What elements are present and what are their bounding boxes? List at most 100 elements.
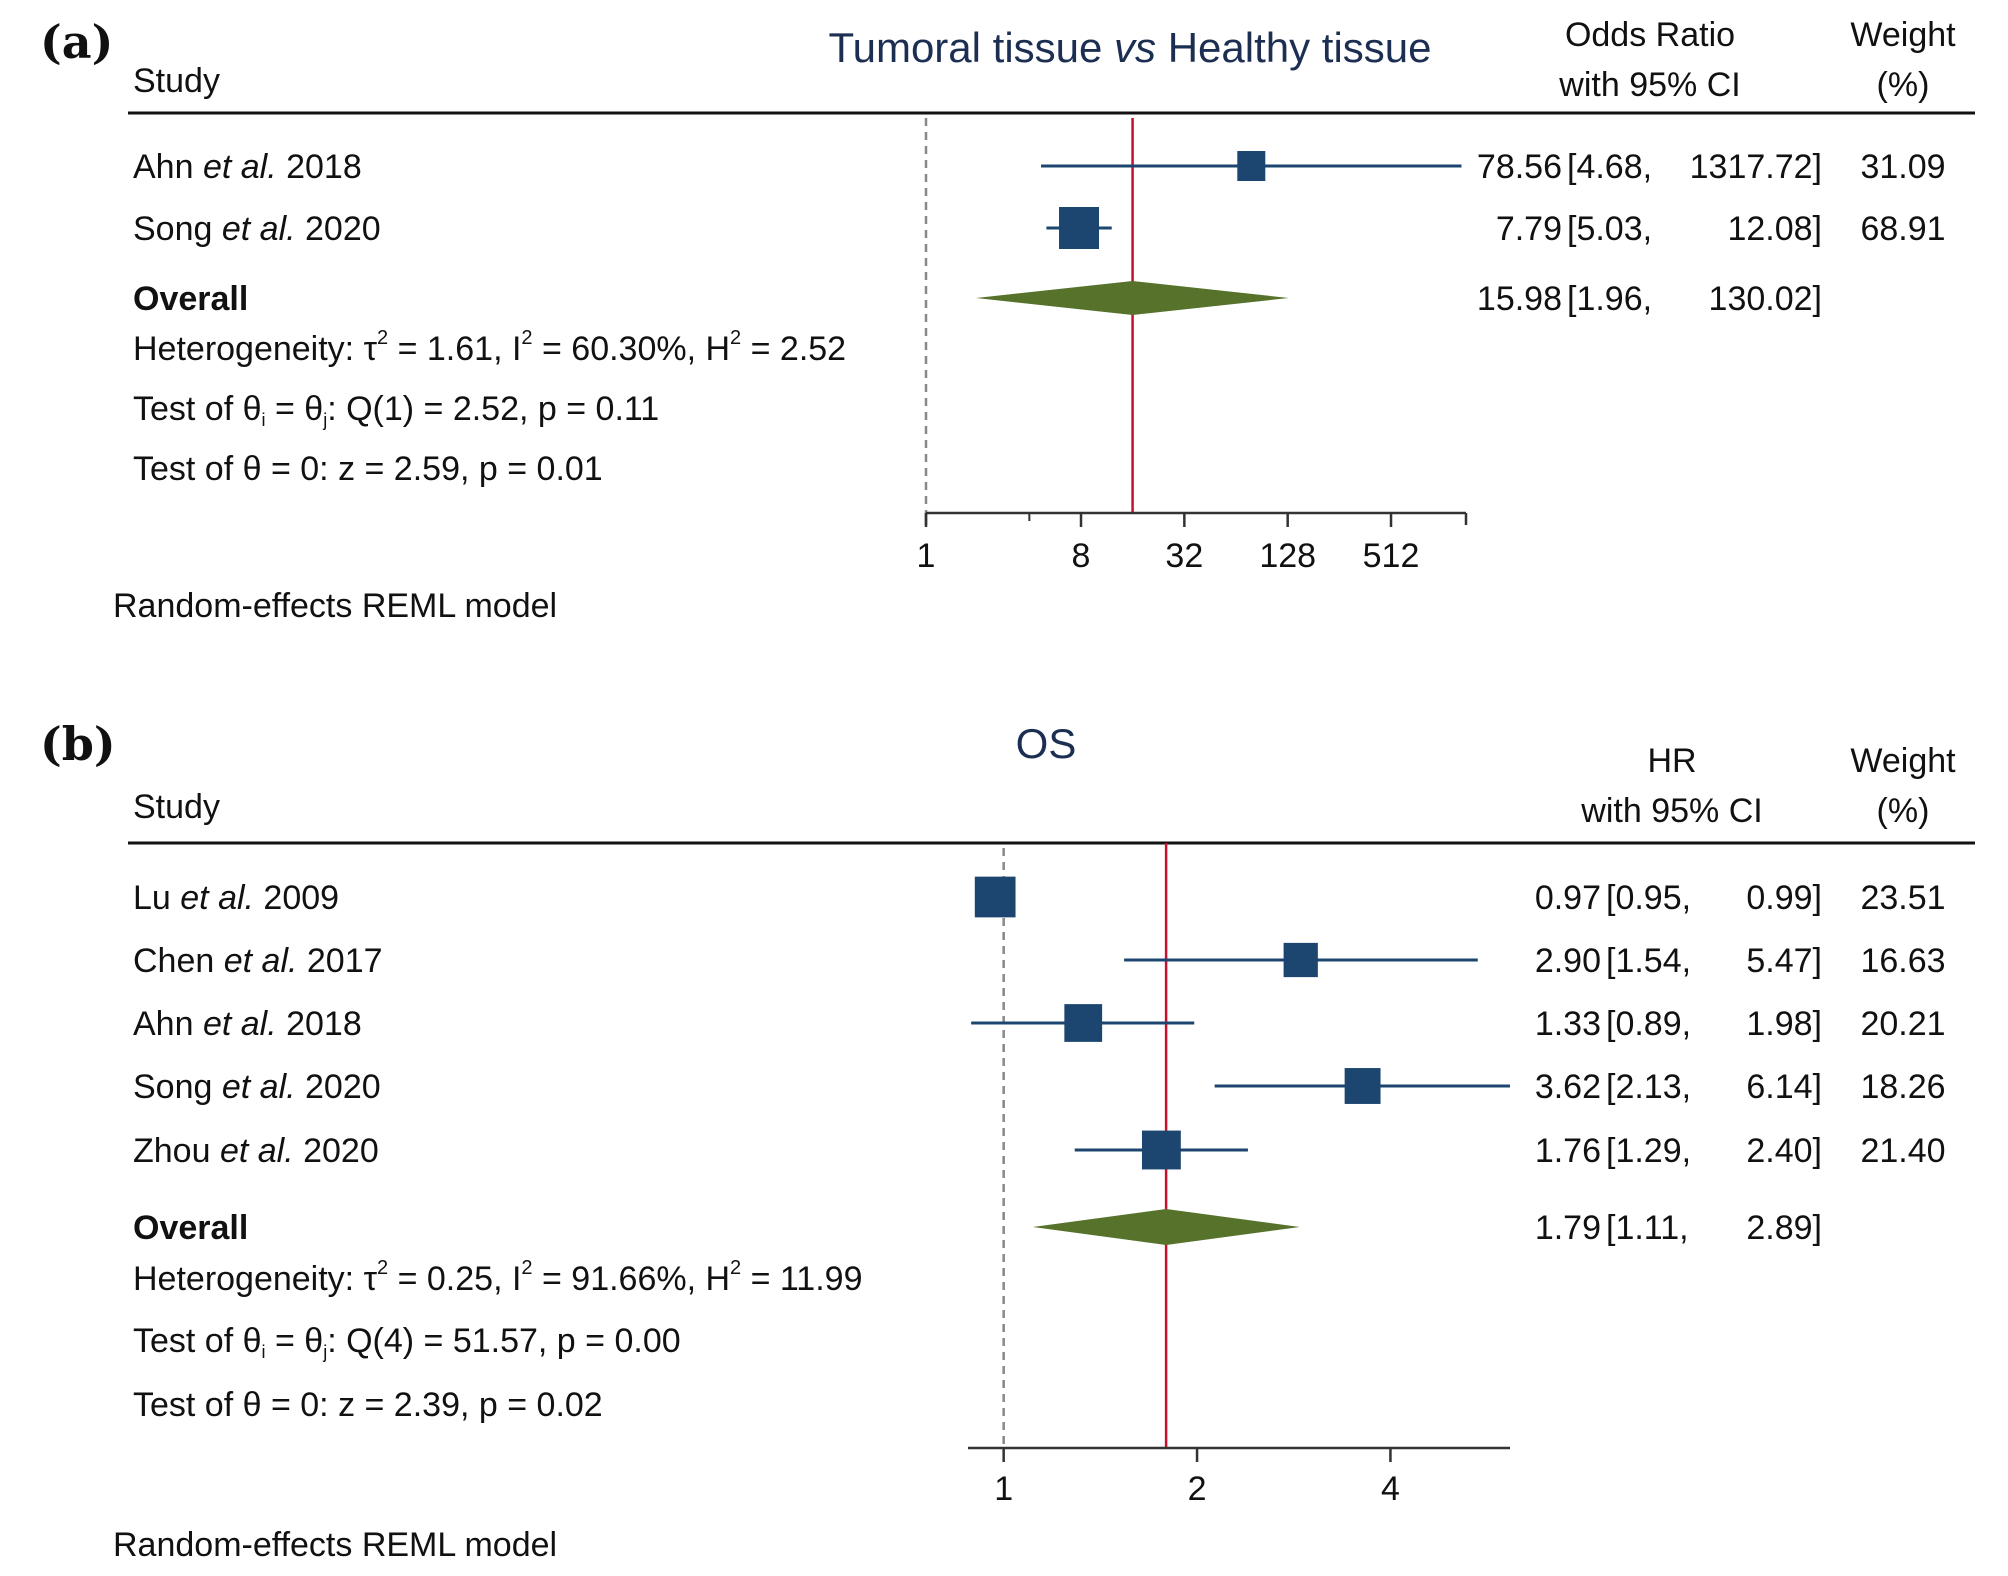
overall-estimate: 1.79 [1535, 1209, 1601, 1247]
study-label: Song et al. 2020 [133, 1068, 381, 1106]
study-etal: et al. [224, 942, 298, 980]
study-year: 2020 [294, 1132, 379, 1170]
study-ci-lower: [5.03, [1567, 210, 1652, 248]
study-weight-square [1237, 151, 1266, 181]
title-part: Tumoral tissue [829, 24, 1115, 71]
het-h2-sup: 2 [730, 327, 741, 349]
homog-eq: = θ [266, 1322, 324, 1360]
weight-column-header: Weight [1850, 16, 1956, 54]
homogeneity-test: Test of θi = θj: Q(4) = 51.57, p = 0.00 [133, 1322, 681, 1362]
study-label: Song et al. 2020 [133, 210, 381, 248]
het-tau-sup: 2 [377, 1257, 388, 1279]
forest-panel-a: (a) Tumoral tissue vs Healthy tissue Study… [40, 15, 1975, 625]
study-estimate: 78.56 [1477, 148, 1562, 186]
homog-sub-j: j [322, 1342, 327, 1362]
overall-ci-upper: 130.02] [1709, 280, 1822, 318]
study-column-header: Study [133, 788, 220, 826]
homog-values: : Q(1) = 2.52, p = 0.11 [327, 390, 659, 428]
het-i2-value: = 91.66%, H [533, 1260, 731, 1298]
overall-label: Overall [133, 1209, 248, 1247]
weight-column-subheader: (%) [1877, 66, 1930, 104]
effect-column-subheader: with 95% CI [1558, 66, 1740, 104]
study-weight: 31.09 [1860, 148, 1945, 186]
homog-sub-j: j [322, 410, 327, 430]
homog-sub-i: i [262, 410, 266, 430]
homog-sub-i: i [262, 1342, 266, 1362]
study-year: 2018 [277, 1005, 362, 1043]
study-author: Song [133, 210, 222, 248]
study-weight: 23.51 [1860, 879, 1945, 917]
overall-ci-lower: [1.11, [1606, 1209, 1689, 1247]
het-tau-label: Heterogeneity: τ [133, 330, 378, 368]
study-weight: 21.40 [1860, 1132, 1945, 1170]
het-h2-value: = 2.52 [741, 330, 846, 368]
het-i2-sup: 2 [521, 327, 532, 349]
model-note: Random-effects REML model [113, 587, 557, 625]
het-h2-value: = 11.99 [741, 1260, 862, 1298]
study-weight-square [1344, 1068, 1381, 1104]
study-estimate: 3.62 [1535, 1068, 1601, 1106]
panel-label: (a) [40, 15, 113, 69]
homog-eq: = θ [266, 390, 324, 428]
study-ci-upper: 0.99] [1746, 879, 1822, 917]
study-weight-square [1283, 942, 1318, 978]
title-part: OS [1016, 720, 1077, 767]
study-label: Chen et al. 2017 [133, 942, 383, 980]
x-axis-tick-label: 1 [917, 537, 936, 575]
study-estimate: 2.90 [1535, 942, 1601, 980]
study-ci-upper: 5.47] [1746, 942, 1822, 980]
study-weight-square [1059, 207, 1100, 249]
study-column-header: Study [133, 62, 220, 100]
study-ci-upper: 1317.72] [1690, 148, 1822, 186]
study-etal: et al. [203, 148, 277, 186]
study-author: Ahn [133, 148, 203, 186]
effect-column-header: Odds Ratio [1565, 16, 1735, 54]
study-etal: et al. [222, 210, 296, 248]
study-etal: et al. [180, 879, 254, 917]
het-i2-sup: 2 [521, 1257, 532, 1279]
x-axis-tick-label: 4 [1381, 1470, 1400, 1508]
study-estimate: 1.33 [1535, 1005, 1601, 1043]
study-ci-lower: [0.89, [1606, 1005, 1691, 1043]
plot-title: Tumoral tissue vs Healthy tissue [829, 24, 1432, 71]
study-weight: 20.21 [1860, 1005, 1945, 1043]
study-ci-lower: [0.95, [1606, 879, 1691, 917]
study-label: Zhou et al. 2020 [133, 1132, 379, 1170]
study-weight-square [974, 876, 1016, 918]
forest-panel-b: (b) OS Study HR with 95% CI Weight (%) Lu et al… [40, 717, 1975, 1564]
study-estimate: 1.76 [1535, 1132, 1601, 1170]
effect-test: Test of θ = 0: z = 2.39, p = 0.02 [133, 1386, 603, 1424]
study-ci-lower: [1.54, [1606, 942, 1691, 980]
study-label: Ahn et al. 2018 [133, 1005, 362, 1043]
model-note: Random-effects REML model [113, 1526, 557, 1564]
study-ci-lower: [1.29, [1606, 1132, 1691, 1170]
study-author: Lu [133, 879, 180, 917]
study-ci-lower: [2.13, [1606, 1068, 1691, 1106]
study-ci-lower: [4.68, [1567, 148, 1652, 186]
study-year: 2018 [277, 148, 362, 186]
study-author: Ahn [133, 1005, 203, 1043]
study-estimate: 0.97 [1535, 879, 1601, 917]
study-author: Song [133, 1068, 222, 1106]
het-tau-label: Heterogeneity: τ [133, 1260, 378, 1298]
overall-diamond [1032, 1209, 1300, 1245]
study-weight: 18.26 [1860, 1068, 1945, 1106]
effect-column-subheader: with 95% CI [1580, 792, 1762, 830]
x-axis-tick-label: 512 [1363, 537, 1420, 575]
heterogeneity-stats: Heterogeneity: τ2 = 1.61, I2 = 60.30%, H… [133, 327, 846, 368]
overall-label: Overall [133, 280, 248, 318]
weight-column-subheader: (%) [1877, 792, 1930, 830]
het-tau-sup: 2 [377, 327, 388, 349]
study-weight: 16.63 [1860, 942, 1945, 980]
study-label: Lu et al. 2009 [133, 879, 339, 917]
x-axis-tick-label: 8 [1072, 537, 1091, 575]
overall-ci-upper: 2.89] [1746, 1209, 1822, 1247]
study-author: Zhou [133, 1132, 220, 1170]
overall-diamond [976, 281, 1289, 315]
x-axis-tick-label: 32 [1165, 537, 1203, 575]
study-estimate: 7.79 [1496, 210, 1562, 248]
x-axis-tick-label: 128 [1259, 537, 1316, 575]
homog-values: : Q(4) = 51.57, p = 0.00 [327, 1322, 680, 1360]
weight-column-header: Weight [1850, 742, 1956, 780]
